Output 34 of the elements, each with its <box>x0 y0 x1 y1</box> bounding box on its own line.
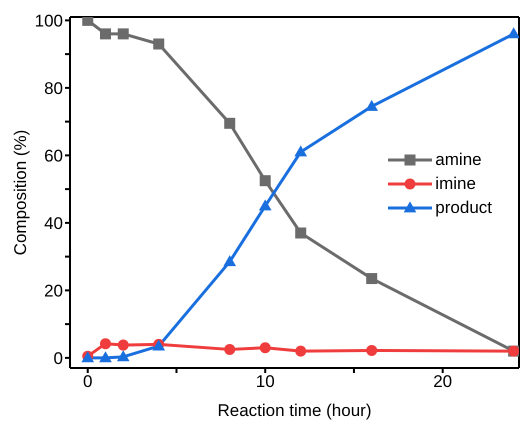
point <box>295 228 306 238</box>
y-tick-label: 20 <box>44 281 63 300</box>
point <box>118 28 129 40</box>
point <box>366 273 378 284</box>
y-tick-label: 100 <box>34 11 63 30</box>
point <box>100 28 111 40</box>
point <box>260 342 271 354</box>
point <box>99 351 112 362</box>
point <box>365 100 378 111</box>
point <box>116 350 130 362</box>
point <box>224 344 236 355</box>
point <box>507 27 519 38</box>
y-tick-label: 60 <box>44 146 63 166</box>
point <box>118 340 129 351</box>
point <box>224 118 236 129</box>
point <box>294 145 308 156</box>
point <box>258 199 272 210</box>
x-tick-label: 10 <box>256 372 275 392</box>
point <box>366 344 378 356</box>
y-tick-label: 0 <box>54 348 63 368</box>
x-tick-label: 20 <box>433 372 452 392</box>
x-axis-title: Reaction time (hour) <box>217 401 372 420</box>
point <box>295 346 306 357</box>
point <box>153 38 164 50</box>
y-tick-label: 80 <box>44 78 63 98</box>
legend-label: product <box>435 198 492 218</box>
point <box>100 338 111 350</box>
legend-label: amine <box>435 150 482 170</box>
y-axis-title: Composition (%) <box>11 130 30 256</box>
legend-label: imine <box>435 174 476 194</box>
point <box>260 175 271 186</box>
point <box>223 255 236 266</box>
x-tick-label: 0 <box>83 372 92 392</box>
y-tick-label: 40 <box>44 214 63 233</box>
